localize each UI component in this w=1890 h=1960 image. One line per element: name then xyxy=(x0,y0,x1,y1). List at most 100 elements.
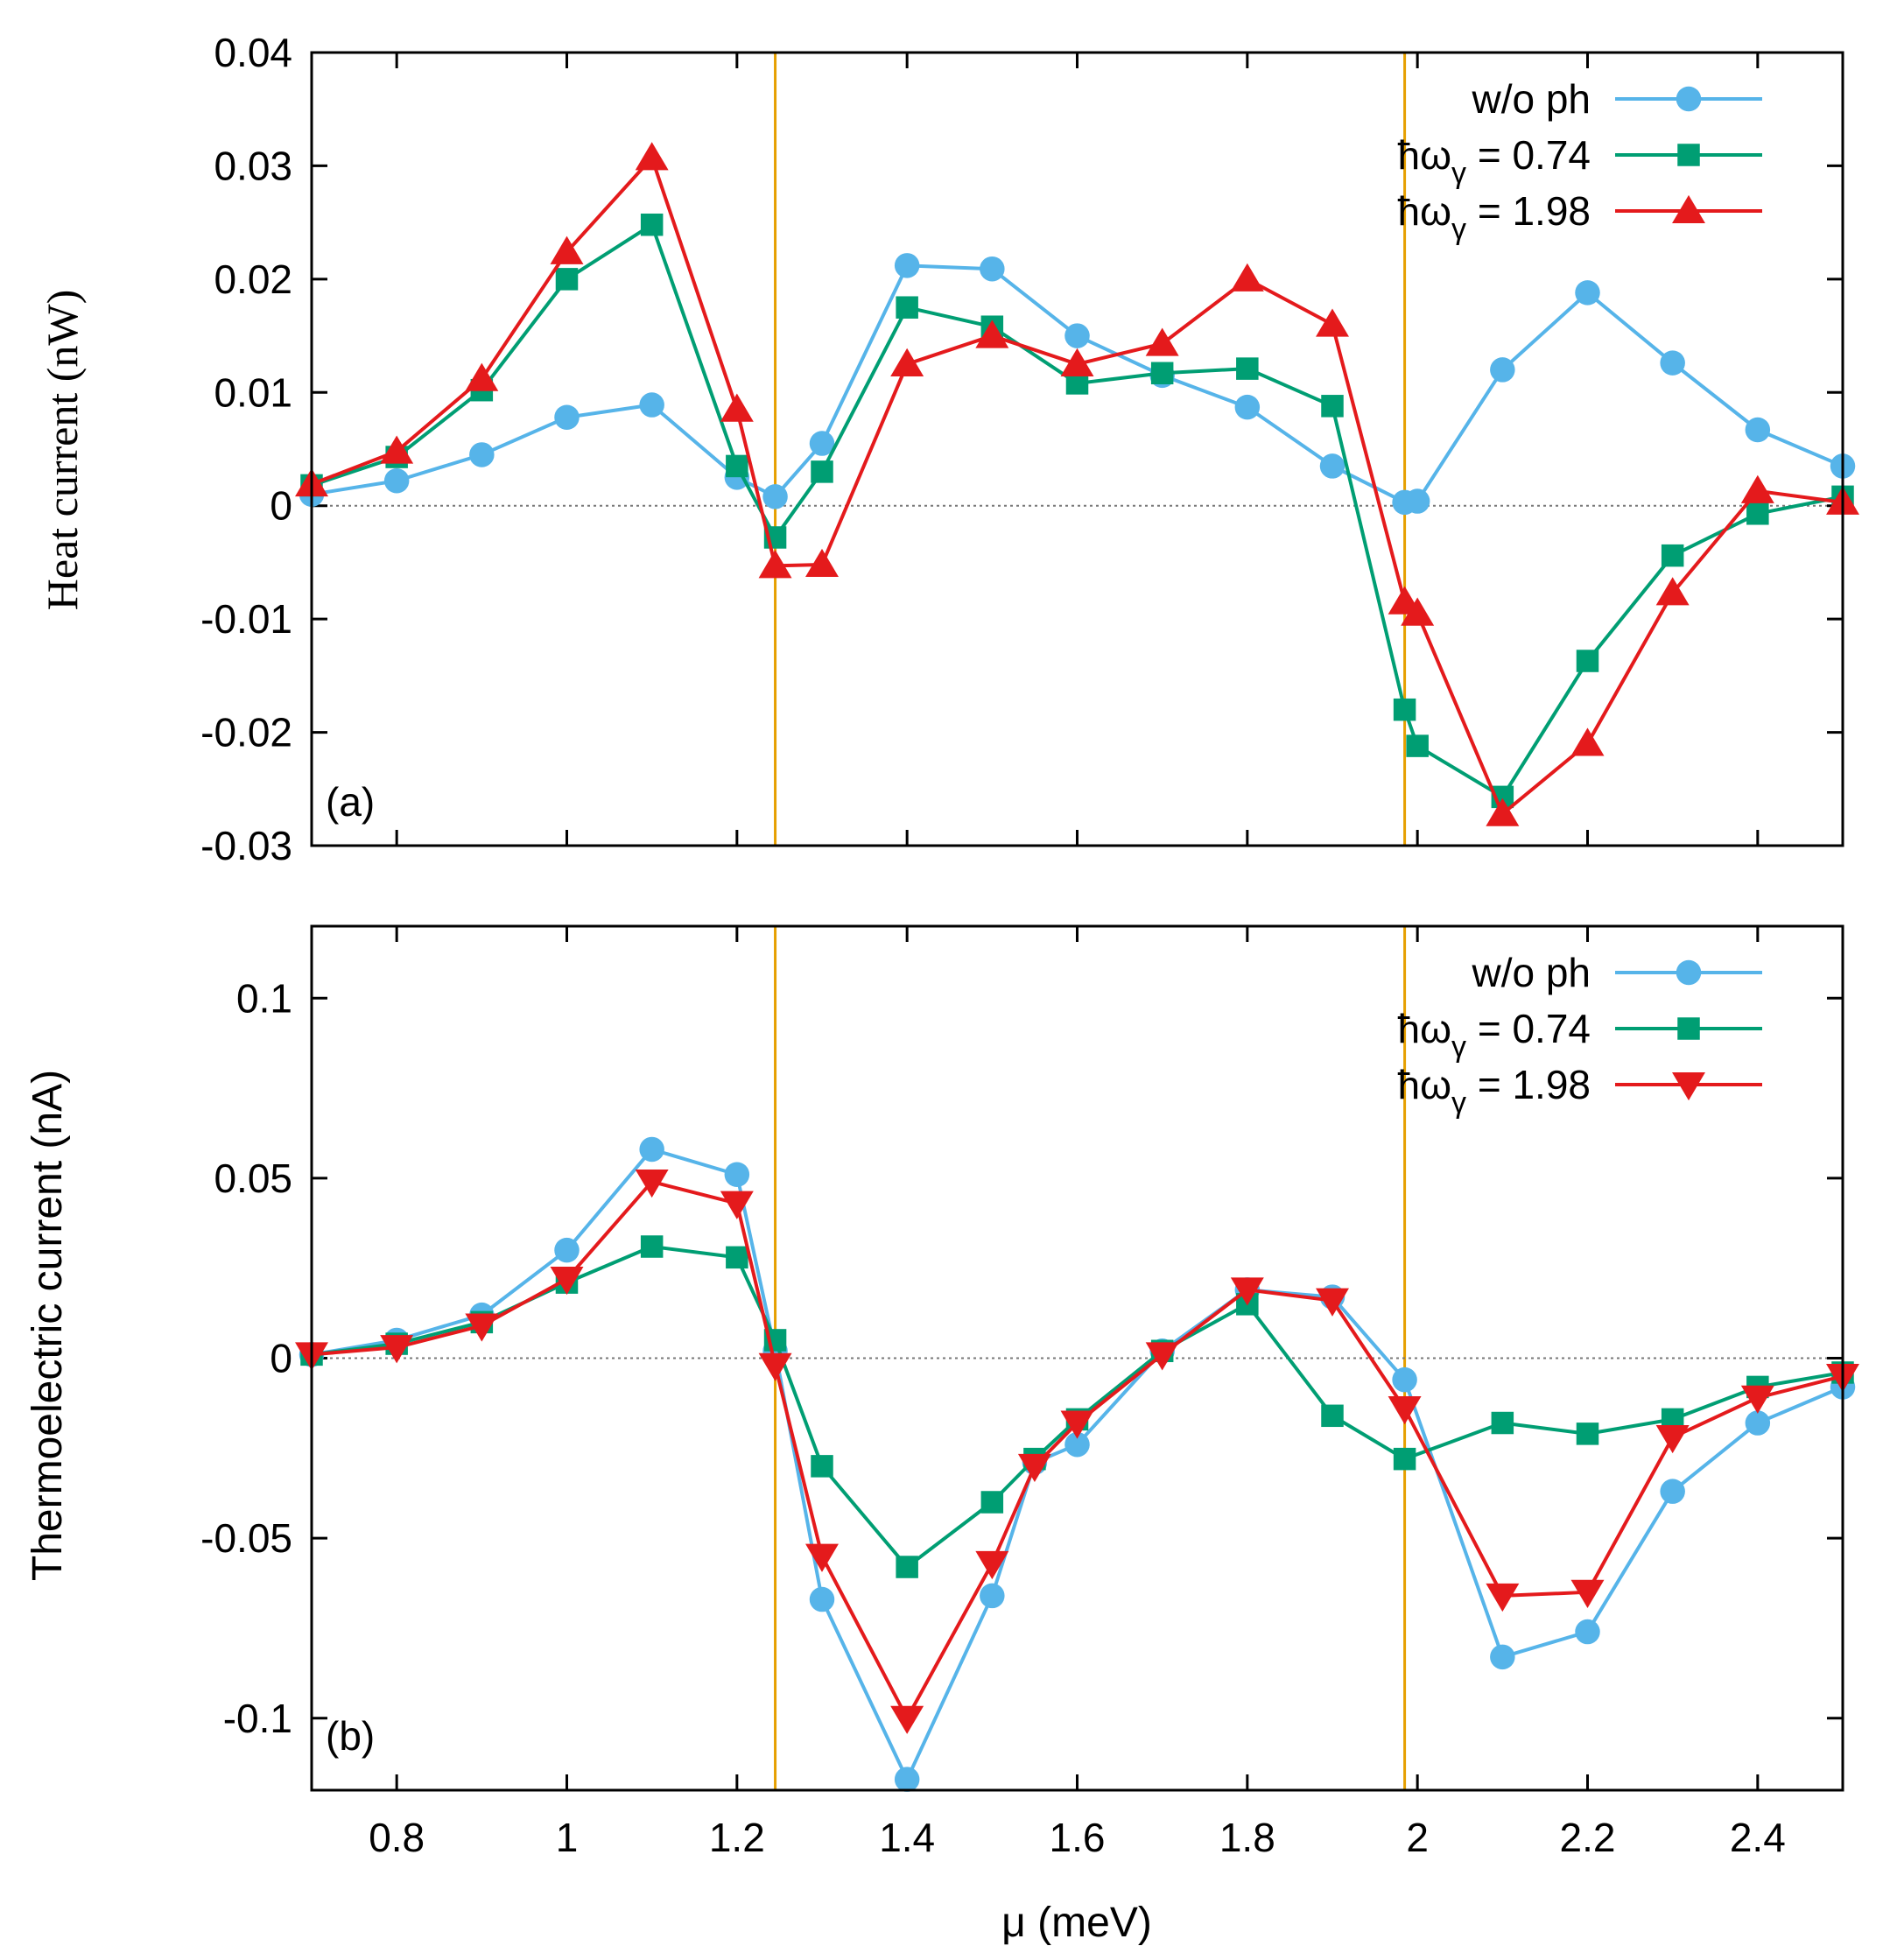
panel-b-series-2-point xyxy=(1570,1579,1605,1608)
panel-a-series-0-point xyxy=(980,256,1005,282)
panel-b-ytick-label: 0.05 xyxy=(214,1156,292,1201)
panel-b-series-0-point xyxy=(554,1237,580,1263)
panel-b-series-2-point xyxy=(975,1550,1009,1580)
panel-a-series-0-point xyxy=(1404,488,1430,514)
panel-a-series-1-point xyxy=(555,268,579,291)
panel-a-ytick-label: 0 xyxy=(270,483,292,529)
panel-b-series-1-point xyxy=(1576,1423,1599,1445)
panel-a-series-2-point xyxy=(380,435,414,464)
x-tick-label: 2 xyxy=(1406,1815,1429,1860)
panel-b-series-0-point xyxy=(809,1586,835,1612)
panel-a-ytick-label: -0.01 xyxy=(200,596,292,642)
panel-a-series-0-point xyxy=(1064,323,1090,348)
panel-b-series-2-point xyxy=(635,1169,669,1198)
panel-a-series-2-point xyxy=(1655,577,1690,606)
panel-b-series-2-point xyxy=(758,1352,792,1381)
panel-b-series-0-point xyxy=(639,1136,664,1163)
panel-a-legend-marker-2 xyxy=(1672,194,1705,224)
panel-a-series-1-point xyxy=(1393,698,1416,721)
panel-b-series-2-point xyxy=(805,1543,839,1572)
panel-a-series-0-point xyxy=(809,431,835,456)
panel-a-series-0-point xyxy=(1575,280,1600,306)
panel-b-series-1-point xyxy=(980,1491,1004,1514)
x-tick-label: 1.2 xyxy=(709,1815,765,1860)
panel-a-series-0-point xyxy=(894,253,920,278)
panel-b-series-2-point xyxy=(1230,1277,1264,1306)
panel-a-series-2-point xyxy=(1486,797,1520,826)
x-tick-label: 1 xyxy=(556,1815,579,1860)
panel-b-series-1-point xyxy=(811,1455,833,1478)
panel-b-series-2-point xyxy=(1145,1342,1179,1371)
panel-a-series-1-point xyxy=(1150,362,1174,385)
panel-a-series-2-point xyxy=(1401,597,1435,626)
panel-a-series-1-point xyxy=(640,213,664,236)
panel-a-series-2-point xyxy=(550,235,584,264)
panel-b-series-0-point xyxy=(1575,1619,1600,1645)
x-tick-label: 1.8 xyxy=(1219,1815,1275,1860)
panel-b-frame xyxy=(310,924,1844,1792)
panel-a-series-0-point xyxy=(762,484,788,509)
panel-a-series-0-point xyxy=(554,404,580,431)
panel-b-series-2-point xyxy=(465,1313,499,1342)
panel-b-legend-marker-2 xyxy=(1672,1071,1705,1101)
panel-b-series-1-point xyxy=(1491,1411,1514,1435)
panel-b-ytick-label: 0 xyxy=(270,1336,292,1381)
panel-b-series-0-point xyxy=(1490,1644,1515,1670)
panel-a-series-0-point xyxy=(1660,350,1685,376)
panel-a-series-2-point xyxy=(465,362,499,391)
panel-a-legend-label-0: w/o ph xyxy=(1471,76,1591,122)
panel-a-ytick-label: 0.01 xyxy=(214,369,292,415)
panel-b-series-2-point xyxy=(1655,1424,1690,1454)
panel-b-series-1-point xyxy=(1393,1447,1416,1471)
panel-a-heat-current: -0.03 -0.02 -0.01 0 0.01 0.02 0.03 0.04 Heat cu… xyxy=(38,30,1859,868)
panel-a-series-1-point xyxy=(1406,734,1429,757)
panel-b-series-2-point xyxy=(1388,1396,1422,1425)
panel-b-series-0-point xyxy=(1064,1431,1090,1458)
panel-a-series-0-point xyxy=(1234,394,1261,420)
panel-a-series-2-point xyxy=(1060,348,1094,376)
panel-a-series-0-point xyxy=(383,467,410,494)
x-tick-label: 1.6 xyxy=(1050,1815,1106,1860)
panel-b-series-2-point xyxy=(1486,1583,1520,1612)
panel-b-legend-label-1: ħωγ = 0.74 xyxy=(1398,1006,1591,1064)
panel-a-series-2-point xyxy=(635,142,669,171)
panel-b-legend-label-0: w/o ph xyxy=(1471,950,1591,995)
x-axis-title: μ (meV) xyxy=(1001,1900,1152,1946)
panel-a-ytick-label: 0.02 xyxy=(214,256,292,302)
panel-a-ytick-label: 0.04 xyxy=(214,30,292,75)
panel-b-series-0-point xyxy=(1392,1366,1417,1393)
panel-a-series-1-point xyxy=(1746,502,1769,525)
panel-a-series-1-point xyxy=(896,296,918,319)
panel-a-series-1-point xyxy=(1321,395,1344,418)
panel-b-series-2-point xyxy=(720,1191,754,1219)
panel-b-series-2-point xyxy=(380,1335,414,1364)
panel-b-legend-marker-1 xyxy=(1677,1017,1700,1040)
panel-a-ylabel: Heat current (nW) xyxy=(38,290,87,610)
panel-a-legend-label-1: ħωγ = 0.74 xyxy=(1398,132,1591,190)
panel-a-ytick-label: -0.02 xyxy=(200,710,292,755)
panel-b-legend-label-2: ħωγ = 1.98 xyxy=(1398,1062,1591,1120)
panel-a-series-1-point xyxy=(1236,357,1259,380)
panel-b-series-0-point xyxy=(894,1767,920,1792)
panel-b-series-2-point xyxy=(890,1705,924,1734)
panel-b-series-2-point xyxy=(1316,1288,1349,1317)
panel-a-series-2-point xyxy=(805,548,839,578)
panel-a-label: (a) xyxy=(326,779,375,825)
panel-b-ytick-label: -0.1 xyxy=(223,1696,292,1741)
panel-a-series-0-point xyxy=(1319,453,1345,479)
panel-b-series-1-point xyxy=(726,1246,748,1269)
x-tick-label: 2.2 xyxy=(1560,1815,1616,1860)
panel-a-series-1-point xyxy=(811,460,833,483)
panel-a-series-0-point xyxy=(1490,357,1515,383)
panel-b-ylabel: Thermoelectric current (nA) xyxy=(25,1070,71,1581)
panel-b-series-0-point xyxy=(724,1162,750,1188)
panel-a-series-0-point xyxy=(1745,417,1771,443)
panel-b-series-1-point xyxy=(640,1235,664,1258)
panel-a-ytick-label: 0.03 xyxy=(214,143,292,188)
panel-b-series-2-point xyxy=(1017,1453,1051,1483)
panel-a-series-2-point xyxy=(1145,327,1179,356)
